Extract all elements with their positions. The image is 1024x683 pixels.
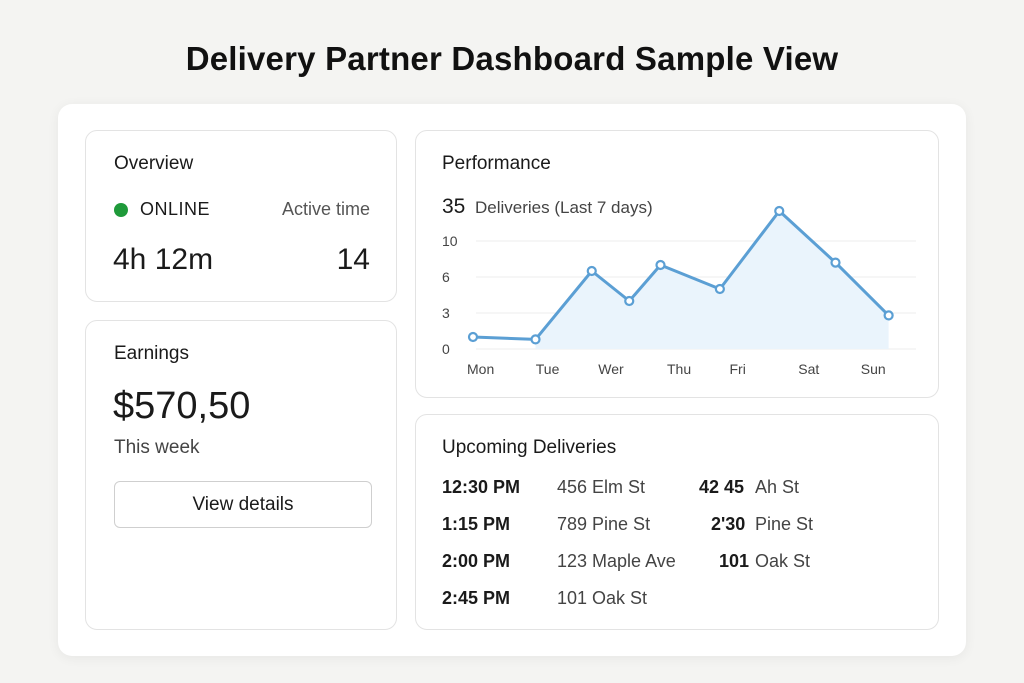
y-tick-label: 10 (442, 233, 458, 249)
delivery-time: 2:45 PM (442, 588, 511, 608)
x-tick-label: Sun (861, 361, 886, 377)
x-tick-label: Fri (730, 361, 746, 377)
deliveries-count: 14 (336, 243, 370, 276)
data-point (774, 205, 785, 217)
dashboard-panel: Overview ONLINE Active time 4h 12m 14 Ea… (58, 104, 966, 656)
data-point (714, 283, 725, 295)
delivery-time: 1:15 PM (442, 514, 511, 534)
delivery-time: 12:30 PM (442, 477, 521, 497)
upcoming-deliveries-card: Upcoming Deliveries 12:30 PM 456 Elm St … (415, 414, 939, 630)
earnings-amount: $570,50 (113, 385, 251, 427)
data-point (530, 334, 541, 345)
online-status-label: ONLINE (140, 199, 211, 219)
earnings-period: This week (114, 437, 200, 458)
data-point (830, 257, 841, 268)
delivery-time: 2:00 PM (442, 551, 511, 571)
y-tick-label: 0 (442, 341, 450, 357)
earnings-card: Earnings $570,50 This week View details (85, 320, 397, 630)
x-tick-label: Wer (598, 361, 624, 377)
x-tick-label: Thu (667, 361, 691, 377)
delivery-address: 456 Elm St (557, 477, 646, 497)
delivery-address: Ah St (755, 477, 800, 497)
view-details-button[interactable]: View details (114, 481, 372, 528)
delivery-time: 101 (719, 551, 750, 571)
overview-title: Overview (114, 153, 194, 174)
page-title: Delivery Partner Dashboard Sample View (185, 40, 839, 77)
performance-chart: 0 3 6 10 Mon Tue Wer Thu Fri Sat Sun (442, 205, 916, 377)
active-time-label: Active time (281, 199, 370, 219)
data-point (624, 295, 635, 307)
x-tick-label: Sat (798, 361, 819, 377)
x-tick-label: Tue (536, 361, 560, 377)
online-status-dot-icon (114, 203, 128, 217)
data-point (655, 259, 666, 271)
delivery-address: Pine St (755, 514, 814, 534)
delivery-time: 2'30 (711, 514, 746, 534)
data-point (586, 265, 597, 277)
delivery-address: 789 Pine St (557, 514, 651, 534)
delivery-time: 42 45 (699, 477, 745, 497)
y-tick-label: 6 (442, 269, 450, 285)
performance-card: Performance 35 Deliveries (Last 7 days) … (415, 130, 939, 398)
performance-title: Performance (442, 153, 551, 174)
overview-card: Overview ONLINE Active time 4h 12m 14 (85, 130, 397, 302)
deliveries-total-label: Deliveries (Last 7 days) (475, 198, 653, 217)
x-tick-label: Mon (467, 361, 494, 377)
data-point (467, 331, 479, 343)
series-area (535, 211, 889, 349)
data-point (883, 310, 894, 321)
earnings-title: Earnings (114, 343, 189, 364)
delivery-address: 101 Oak St (557, 588, 648, 608)
upcoming-deliveries-title: Upcoming Deliveries (442, 437, 617, 458)
active-time-value: 4h 12m (113, 243, 214, 276)
y-tick-label: 3 (442, 305, 450, 321)
delivery-address: 123 Maple Ave (557, 551, 676, 571)
deliveries-total: 35 (442, 195, 466, 218)
delivery-address: Oak St (755, 551, 811, 571)
